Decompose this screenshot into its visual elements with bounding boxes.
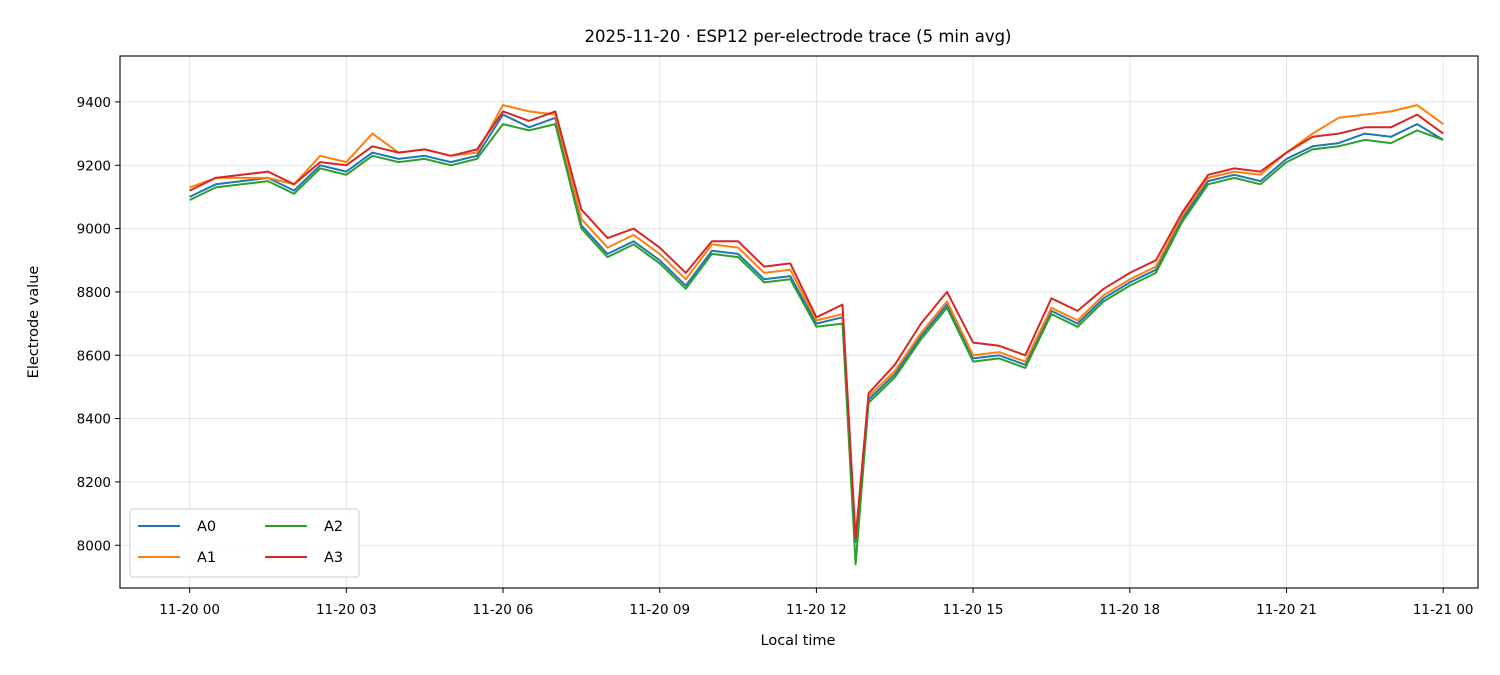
series-line-a0 <box>189 113 1444 544</box>
legend-label-a3: A3 <box>324 550 343 566</box>
grid <box>120 56 1478 588</box>
legend-label-a1: A1 <box>197 550 216 566</box>
x-tick-label: 11-21 00 <box>1413 602 1474 618</box>
x-tick-label: 11-20 18 <box>1099 602 1160 618</box>
x-tick-label: 11-20 12 <box>786 602 847 618</box>
legend-label-a0: A0 <box>197 519 216 535</box>
x-tick-label: 11-20 03 <box>316 602 377 618</box>
legend: A0 A1 A2 A3 <box>129 508 360 578</box>
axes-frame <box>119 55 1479 589</box>
series-layer <box>189 104 1444 566</box>
chart-title: 2025-11-20 · ESP12 per-electrode trace (… <box>585 27 1012 46</box>
x-tick-label: 11-20 09 <box>629 602 690 618</box>
y-tick-label: 8600 <box>77 348 111 364</box>
x-tick-label: 11-20 06 <box>473 602 534 618</box>
y-tick-label: 8400 <box>77 412 111 428</box>
x-tick-label: 11-20 15 <box>943 602 1004 618</box>
x-axis: 11-20 00 11-20 03 11-20 06 11-20 09 11-20 12… <box>159 588 1474 618</box>
series-line-a2 <box>189 123 1444 566</box>
y-axis: 8000 8200 8400 8600 8800 9000 9200 9400 <box>77 95 120 554</box>
x-tick-label: 11-20 00 <box>159 602 220 618</box>
y-tick-label: 9400 <box>77 95 111 111</box>
y-tick-label: 9000 <box>77 222 111 238</box>
y-tick-label: 8800 <box>77 285 111 301</box>
y-tick-label: 8200 <box>77 475 111 491</box>
series-line-a3 <box>189 110 1444 540</box>
legend-label-a2: A2 <box>324 519 343 535</box>
y-axis-label: Electrode value <box>26 266 42 379</box>
x-axis-label: Local time <box>761 633 836 649</box>
x-tick-label: 11-20 21 <box>1256 602 1317 618</box>
y-tick-label: 9200 <box>77 158 111 174</box>
y-tick-label: 8000 <box>77 538 111 554</box>
